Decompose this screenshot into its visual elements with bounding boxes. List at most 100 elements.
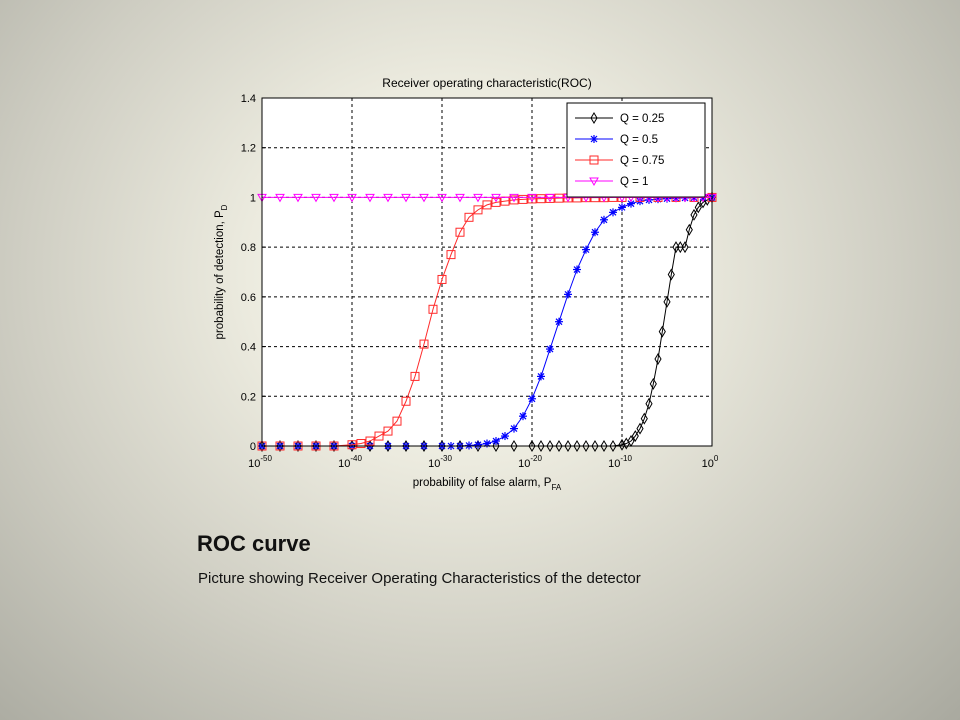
series-q-0-5-point — [546, 345, 554, 354]
series-q-0-25-point — [510, 440, 518, 452]
series-q-0-5-point — [591, 228, 599, 237]
series-q-0-25-point — [663, 295, 671, 308]
series-q-1-point — [473, 193, 483, 203]
legend-swatch-marker — [590, 112, 598, 124]
series-q-1-point — [347, 193, 357, 203]
x-tick-exponent: 0 — [714, 454, 719, 463]
x-tick-exponent: -20 — [530, 454, 542, 463]
series-q-0-75-point — [419, 339, 429, 349]
series-q-1-point — [419, 193, 429, 203]
series-q-0-25-point — [654, 353, 662, 365]
chart-title: Receiver operating characteristic(ROC) — [382, 76, 591, 90]
legend: Q = 0.25 Q = 0.5 Q = 0.75 Q = 1 — [566, 102, 706, 198]
legend-item: Q = 0.25 — [575, 112, 664, 125]
series-q-1-point — [293, 193, 303, 203]
series-q-0-5-point — [510, 424, 518, 433]
series-q-1-point — [545, 193, 555, 203]
y-axis-label-sub: D — [220, 204, 229, 210]
series-q-0-25-point — [591, 440, 599, 452]
x-tick-label: 10-20 — [518, 454, 542, 470]
x-axis-label: probability of false alarm, PFA — [413, 477, 562, 492]
series-q-0-25-point — [649, 377, 657, 390]
series-q-0-5-point — [501, 432, 509, 441]
series-q-1-point — [509, 193, 519, 203]
series-q-0-75-point — [365, 436, 375, 446]
series-q-0-5-point — [528, 394, 536, 403]
y-tick-label: 0.4 — [241, 342, 256, 354]
series-q-0-25-point — [676, 241, 684, 254]
series-q-0-25-point — [667, 268, 675, 281]
x-tick-base: 10 — [428, 458, 440, 470]
series-q-0-5-point — [537, 372, 545, 381]
slide-title: ROC curve — [197, 531, 311, 556]
series-q-0-25-point — [546, 440, 554, 452]
x-axis-label-sub: FA — [551, 483, 561, 492]
series-q-0-75-point — [509, 195, 519, 205]
legend-item: Q = 0.5 — [575, 134, 658, 146]
x-tick-base: 10 — [338, 458, 350, 470]
y-tick-label: 0.8 — [241, 242, 256, 254]
series-q-0-75-point — [491, 197, 501, 207]
plot-frame — [261, 97, 713, 447]
tick-labels: 10-50 10-40 10-30 10-20 10-10 10000.20.40.60.… — [241, 93, 719, 470]
series-q-0-75-point — [428, 304, 438, 314]
series-q-0-5-point — [492, 437, 500, 446]
x-tick-exponent: -40 — [350, 454, 362, 463]
series-q-0-75-point — [437, 274, 447, 284]
series-q-0-25-point — [528, 440, 536, 452]
series-q-0-5-point — [519, 412, 527, 421]
series-q-0-75-point — [464, 212, 474, 222]
roc-chart: 10-50 10-40 10-30 10-20 10-10 10000.20.40.60.… — [214, 76, 719, 492]
series-q-0-5-point — [564, 290, 572, 299]
series-q-1-point — [275, 193, 285, 203]
series-q-0-25-point — [681, 241, 689, 254]
series-q-0-75-point — [446, 250, 456, 260]
x-tick-base: 10 — [518, 458, 530, 470]
series-q-0-25-point — [658, 325, 666, 338]
legend-swatch-marker — [589, 155, 599, 165]
series-q-0-75-point — [347, 440, 357, 450]
series-q-0-25-point — [573, 440, 581, 452]
x-tick-label: 10-50 — [248, 454, 272, 470]
series-q-0-25-point — [631, 430, 639, 443]
series-q-0-75-point — [401, 396, 411, 406]
legend-label: Q = 1 — [620, 176, 648, 188]
x-tick-base: 10 — [608, 458, 620, 470]
series-q-0-75-point — [518, 194, 528, 204]
series-q-1-point — [491, 193, 501, 203]
y-tick-label: 1.4 — [241, 93, 256, 105]
x-axis-label-main: probability of false alarm, P — [413, 477, 552, 489]
x-tick-exponent: -30 — [440, 454, 452, 463]
series-q-1-point — [527, 193, 537, 203]
legend-item: Q = 0.75 — [575, 155, 664, 167]
series-q-0-25-point — [582, 440, 590, 452]
series-q-1-point — [311, 193, 321, 203]
series-q-1-point — [455, 193, 465, 203]
series-q-0-75-point — [410, 371, 420, 381]
series-q-1-point — [383, 193, 393, 203]
legend-label: Q = 0.75 — [620, 155, 664, 167]
series-q-0-25-point — [555, 440, 563, 452]
series-q-1-point — [437, 193, 447, 203]
x-tick-label: 10-30 — [428, 454, 452, 470]
series-q-0-75-point — [482, 200, 492, 210]
x-tick-label: 10-40 — [338, 454, 362, 470]
series-q-0-5-point — [627, 199, 635, 208]
y-axis-label: probability of detection, PD — [214, 204, 229, 339]
series-q-0-25-point — [564, 440, 572, 452]
series-q-0-25-point — [690, 208, 698, 221]
legend-item: Q = 1 — [575, 176, 648, 188]
series-q-0-75-point — [356, 439, 366, 449]
series-q-0-75-point — [455, 227, 465, 237]
y-tick-label: 0 — [250, 441, 256, 453]
y-tick-label: 1.2 — [241, 143, 256, 155]
y-tick-label: 1 — [250, 192, 256, 204]
slide-caption: Picture showing Receiver Operating Chara… — [198, 570, 641, 587]
x-tick-base: 10 — [248, 458, 260, 470]
series-q-1-point — [329, 193, 339, 203]
series-q-0-5-point — [582, 245, 590, 254]
x-tick-exponent: -10 — [620, 454, 632, 463]
legend-label: Q = 0.25 — [620, 113, 664, 125]
series-q-0-25-point — [694, 201, 702, 214]
series-q-1-point — [365, 193, 375, 203]
